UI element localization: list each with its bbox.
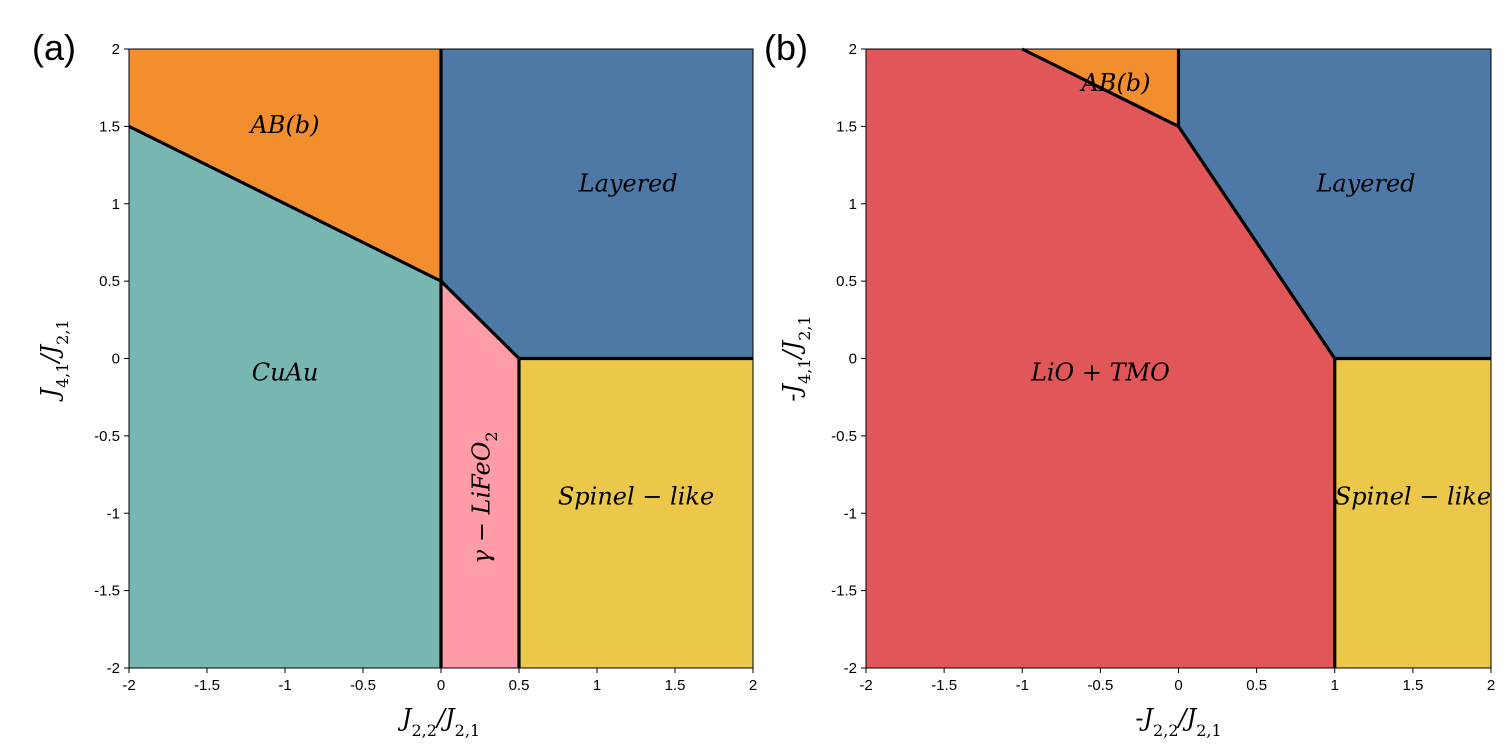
x-tick-label: 1.5 [665, 677, 686, 694]
x-tick-label: -1.5 [194, 677, 220, 694]
region-spinel-like [1334, 358, 1492, 669]
y-tick-label: 1.5 [836, 118, 857, 135]
y-tick-label: -2 [844, 660, 857, 677]
x-tick-label: -2 [122, 677, 135, 694]
x-axis-label: -J2,2/J2,1 [1135, 704, 1221, 740]
x-tick-label: 2 [749, 677, 757, 694]
y-tick-label: 1 [112, 196, 120, 213]
x-tick-label: -0.5 [1087, 677, 1113, 694]
x-axis-label: J2,2/J2,1 [397, 704, 480, 740]
x-tick-label: 0 [437, 677, 445, 694]
region-label-layered: Layered [1315, 170, 1415, 198]
x-tick-label: 1 [1331, 677, 1339, 694]
y-tick-label: -1 [844, 505, 857, 522]
x-tick-label: 0 [1174, 677, 1182, 694]
x-tick-label: -0.5 [350, 677, 376, 694]
y-tick-label: -1 [107, 505, 120, 522]
y-tick-label: 2 [849, 41, 857, 58]
y-tick-label: -1.5 [831, 583, 857, 600]
region-label-gamma-lifeo2: γ − LiFeO2 [468, 431, 502, 564]
x-tick-label: -1.5 [931, 677, 957, 694]
panel-label: (b) [764, 27, 808, 68]
phase-boundary [439, 279, 521, 360]
region-layered [440, 48, 754, 359]
x-tick-label: 1 [593, 677, 601, 694]
region-label-cuau: CuAu [252, 359, 319, 387]
x-tick-label: -1 [1016, 677, 1029, 694]
panel-b: -2 -1.5 -1 -0.5 0 0.5 1 1.5 2 -2 -1.5 -1 -0.5 0 0.5 1 1.… [764, 27, 1495, 740]
region-spinel-like [518, 358, 754, 669]
y-tick-label: -0.5 [94, 428, 120, 445]
y-tick-label: 2 [112, 41, 120, 58]
y-tick-label: 0 [849, 351, 857, 368]
y-tick-label: 0 [112, 351, 120, 368]
phase-boundary [1177, 125, 1337, 360]
x-tick-label: -1 [278, 677, 291, 694]
y-tick-label: -0.5 [831, 428, 857, 445]
x-tick-label: 0.5 [1246, 677, 1267, 694]
region-label-spinel-like: Spinel − like [558, 482, 714, 510]
y-tick-label: 1.5 [99, 118, 120, 135]
x-tick-label: 0.5 [509, 677, 530, 694]
panel-label: (a) [32, 27, 76, 68]
phase-boundary [128, 124, 442, 283]
x-tick-label: 2 [1487, 677, 1495, 694]
y-tick-label: 0.5 [99, 273, 120, 290]
region-label-ab-b: AB(b) [248, 111, 319, 139]
region-label-ab-b: AB(b) [1079, 69, 1150, 97]
phase-boundary [1021, 47, 1180, 128]
x-tick-label: 1.5 [1402, 677, 1423, 694]
region-label-layered: Layered [578, 170, 678, 198]
y-tick-label: -2 [107, 660, 120, 677]
panel-a: -2 -1.5 -1 -0.5 0 0.5 1 1.5 2 -2 -1.5 -1 -0.5 0 0.5 1 1.… [32, 27, 757, 740]
y-axis-label: J4,1/J2,1 [36, 319, 72, 402]
y-tick-label: 1 [849, 196, 857, 213]
y-axis-label: -J4,1/J2,1 [778, 315, 814, 401]
y-tick-label: -1.5 [94, 583, 120, 600]
region-label-spinel-like: Spinel − like [1335, 482, 1491, 510]
y-tick-label: 0.5 [836, 273, 857, 290]
x-tick-label: -2 [859, 677, 872, 694]
region-label-lio-tmo: LiO + TMO [1030, 359, 1170, 387]
